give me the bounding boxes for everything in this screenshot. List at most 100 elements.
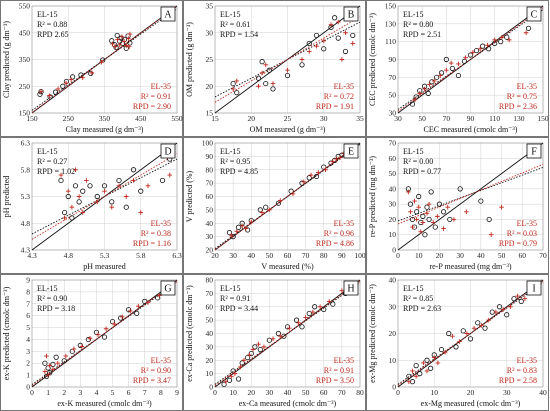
el15-point	[235, 224, 242, 230]
el35-point	[321, 38, 327, 44]
el35-point	[71, 346, 77, 352]
el15-point	[453, 344, 459, 350]
el35-point	[80, 210, 86, 215]
y-tick-label: 60	[389, 154, 397, 163]
x-tick-label: 70	[539, 251, 547, 260]
el15-point	[58, 177, 64, 184]
x-axis-label: ex-K measured (cmolc dm⁻³)	[57, 399, 152, 408]
el15-point	[434, 74, 440, 80]
el15-point	[101, 334, 108, 340]
x-tick-label: 50	[418, 114, 426, 123]
el35-point	[431, 78, 437, 84]
el35-point	[123, 194, 129, 199]
stats-el35-line: RPD = 3.47	[133, 376, 171, 385]
stats-el35-line: R² = 0.72	[324, 92, 354, 101]
el15-point	[443, 56, 449, 63]
y-tick-label: 30	[206, 28, 214, 37]
el15-point	[126, 307, 132, 313]
el15-point	[114, 32, 120, 39]
el35-point	[123, 43, 129, 48]
el35-point	[55, 360, 61, 366]
el15-point	[288, 188, 294, 194]
el15-point	[101, 183, 108, 189]
el35-point	[523, 30, 529, 36]
el35-point	[45, 372, 51, 378]
el15-point	[479, 43, 486, 49]
y-axis-label: ex-Ca predicted (cmolc dm⁻³)	[185, 285, 194, 382]
el15-point	[259, 59, 265, 65]
el15-point	[428, 189, 434, 195]
x-tick-label: 10	[431, 388, 439, 397]
el35-point	[89, 70, 95, 76]
el15-point	[440, 209, 447, 215]
plot-area	[31, 5, 178, 114]
panel-frame	[183, 137, 366, 274]
el35-point	[445, 204, 451, 210]
el15-point	[293, 317, 300, 323]
el15-point	[266, 337, 272, 343]
el15-point	[94, 193, 100, 200]
y-tick-label: 70	[389, 139, 397, 148]
y-tick-label: 1	[26, 371, 30, 380]
el35-point	[63, 353, 69, 359]
stats-el35-line: R² = 0.96	[324, 229, 354, 238]
el35-point	[232, 371, 238, 376]
el15-point	[230, 80, 236, 87]
el15-point	[52, 89, 59, 95]
x-axis-label: ex-Ca measured (cmolc dm⁻³)	[239, 399, 337, 408]
y-tick-label: 6.3	[21, 139, 31, 148]
y-tick-label: 7	[26, 299, 30, 308]
el15-point	[455, 72, 462, 79]
y-tick-label: 30	[206, 342, 214, 351]
x-tick-label: 0	[396, 388, 400, 397]
y-tick-label: 80	[206, 276, 214, 285]
el15-point	[118, 315, 124, 321]
el35-point	[285, 67, 290, 73]
el35-point	[145, 300, 151, 305]
el15-point	[475, 320, 481, 326]
el15-point	[467, 52, 474, 58]
y-tick-label: 90	[389, 55, 397, 64]
el35-point	[350, 41, 356, 46]
el35-point	[424, 368, 430, 374]
x-tick-label: 250	[63, 114, 75, 123]
el15-point	[426, 216, 432, 223]
el35-point	[277, 198, 283, 203]
y-tick-label: 5.8	[21, 165, 31, 174]
el15-point	[504, 34, 510, 40]
el35-point	[68, 77, 74, 82]
el35-point	[103, 326, 109, 332]
el15-point	[438, 70, 445, 76]
el15-point	[118, 35, 124, 41]
stats-el15-line: R² = 0.95	[220, 157, 250, 166]
el35-point	[330, 159, 336, 165]
panel-letter-box	[343, 280, 359, 296]
el15-point	[299, 62, 305, 68]
el15-point	[428, 365, 434, 371]
el15-point	[406, 373, 412, 379]
el15-point	[116, 177, 122, 184]
el15-point	[239, 360, 245, 366]
el15-point	[422, 232, 428, 238]
y-axis-label: Clay predicted (g dm⁻³)	[2, 21, 11, 98]
el15-point	[306, 175, 312, 181]
el35-point	[493, 309, 499, 315]
el35-point	[310, 309, 316, 315]
plot-area	[214, 5, 361, 114]
panel-letter: I	[532, 284, 535, 295]
x-tick-label: 8	[159, 388, 163, 397]
x-tick-label: 110	[489, 114, 500, 123]
y-tick-label: 30	[206, 232, 214, 241]
fit-line-el15	[31, 8, 178, 111]
el15-point	[230, 368, 236, 374]
x-axis-label: Clay measured (g dm⁻³)	[66, 125, 144, 134]
x-tick-label: 550	[171, 114, 183, 123]
el15-point	[414, 209, 420, 215]
el35-point	[234, 228, 240, 234]
el15-point	[60, 83, 66, 89]
y-tick-label: 550	[19, 2, 31, 11]
el35-point	[479, 323, 484, 328]
el35-point	[410, 368, 415, 374]
stats-el15-line: RPD = 2.63	[403, 304, 441, 313]
